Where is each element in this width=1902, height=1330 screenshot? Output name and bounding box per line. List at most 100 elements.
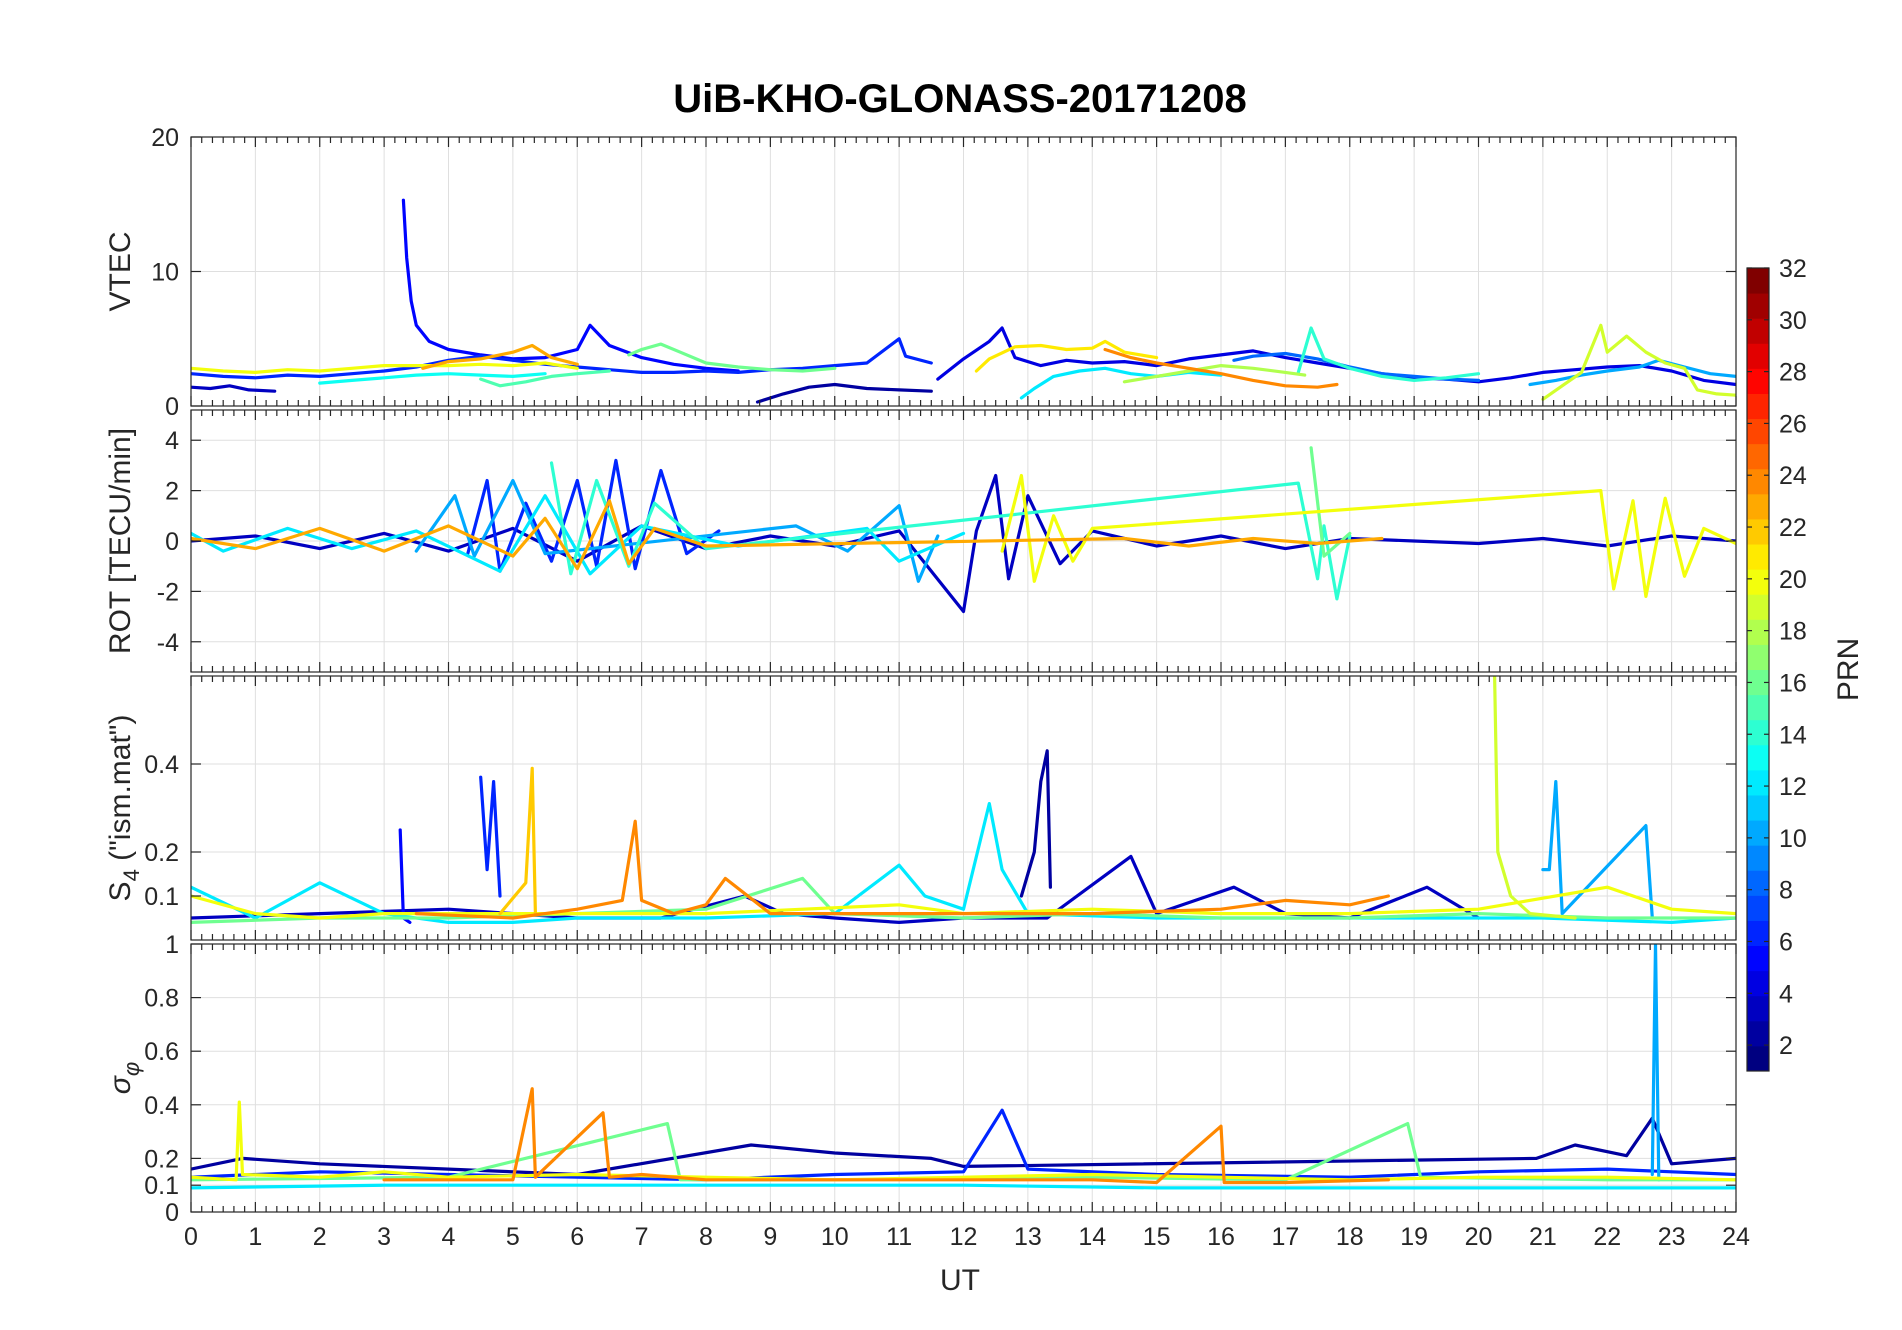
series-line-prn-19 [1541,323,1736,401]
colorbar-swatch [1747,1045,1769,1072]
y-tick-label: 10 [151,259,179,287]
colorbar-swatch [1747,493,1769,520]
colorbar-swatch [1747,418,1769,445]
series-line-prn-13 [318,372,547,385]
series-line-prn-21 [974,339,1159,373]
series-line-prn-2 [191,1116,1736,1177]
x-tick-label: 13 [1014,1223,1042,1251]
series-line-prn-15 [479,369,611,388]
colorbar-tick-label: 8 [1779,877,1793,905]
x-tick-label: 5 [506,1223,520,1251]
series-group [191,944,1736,1190]
x-tick-label: 1 [248,1223,262,1251]
x-tick-label: 11 [886,1223,912,1251]
colorbar-swatch [1747,970,1769,997]
x-axis-label: UT [940,1264,980,1297]
series-line-prn-18 [1122,364,1307,384]
colorbar-tick-label: 12 [1779,773,1807,801]
panel-sigma: 00.10.2 0.4 0.6 0.8 1 σφ [104,931,1737,1227]
series-line-prn-6 [191,1108,1736,1182]
series-line-prn-24 [414,819,1390,920]
colorbar-swatch [1747,594,1769,620]
y-tick-label: 0.6 [144,1038,179,1066]
x-tick-label: 3 [377,1223,391,1251]
series-line-prn-10 [1650,944,1661,1182]
y-tick-label: 1 [165,931,179,959]
colorbar-swatch [1747,619,1769,645]
series-line-prn-14 [1296,326,1481,382]
y-axis-label: S4 ("ism.mat") [104,715,144,902]
colorbar-tick-label: 28 [1779,359,1807,387]
colorbar-tick-label: 20 [1779,566,1807,594]
x-tick-label: 9 [763,1223,777,1251]
colorbar-swatch [1747,870,1769,896]
x-tick-label: 8 [699,1223,713,1251]
series-line-prn-2 [755,382,933,404]
x-tick-label: 19 [1400,1223,1428,1251]
colorbar-swatch [1747,1020,1769,1047]
series-line-prn-19 [1493,676,1577,920]
series-line-prn-24 [1103,347,1339,389]
series-line-prn-3 [191,473,1736,614]
x-tick-label: 18 [1336,1223,1364,1251]
y-tick-label: -4 [157,629,179,657]
series-line-prn-5 [401,198,740,373]
series-group [191,198,1736,404]
y-tick-label: 0 [165,393,179,421]
colorbar-tick-label: 32 [1779,255,1807,283]
colorbar-swatch [1747,669,1769,696]
x-tick-label: 2 [313,1223,327,1251]
colorbar-tick-label: 16 [1779,669,1807,697]
colorbar-swatch [1747,318,1769,344]
x-tick-label: 20 [1465,1223,1493,1251]
series-line-prn-3 [191,384,277,393]
x-tick-labels: 0 1 2 3 4 5 6 7 8 9 10 11 12 13 14 15 16 17 18 19 20 21 22 23 24 [184,1223,1750,1251]
y-axis-label: ROT [TECU/min] [104,428,137,654]
colorbar-swatch [1747,794,1769,821]
series-line-prn-12 [191,494,966,576]
y-tick-label: 0 [165,1199,179,1227]
colorbar-swatch [1747,945,1769,972]
series-line-prn-16 [627,342,837,373]
series-line-prn-6 [479,775,502,898]
colorbar-tick-label: 30 [1779,307,1807,335]
y-tick-label: 0.1 [144,1172,179,1200]
series-line-prn-23 [421,343,579,370]
x-tick-label: 0 [184,1223,198,1251]
colorbar-swatch [1747,544,1769,570]
y-axis-label: VTEC [104,231,137,311]
colorbar-swatch [1747,694,1769,721]
y-tick-label: 0.8 [144,985,179,1013]
colorbar-swatch [1747,293,1769,319]
x-tick-label: 21 [1529,1223,1557,1251]
series-line-prn-2 [1019,749,1052,898]
x-tick-label: 15 [1143,1223,1171,1251]
y-tick-label: 0 [165,528,179,556]
series-line-prn-20 [191,885,1736,920]
series-line-prn-23 [191,499,1384,571]
x-tick-label: 10 [821,1223,849,1251]
colorbar-swatch [1747,769,1769,796]
colorbar-swatch [1747,920,1769,947]
panel-rot: -4 -2 0 2 4 ROT [TECU/min] [104,409,1737,673]
x-tick-label: 7 [635,1223,649,1251]
y-tick-label: -2 [157,578,179,606]
colorbar-swatch [1747,744,1769,771]
colorbar-tick-label: 10 [1779,825,1807,853]
colorbar-swatch [1747,995,1769,1022]
colorbar-swatch [1747,845,1769,871]
colorbar-swatch [1747,443,1769,470]
y-tick-label: 4 [165,427,179,455]
x-tick-label: 17 [1271,1223,1299,1251]
panel-s4: 0.1 0.2 0.4S4 ("ism.mat") [104,675,1737,941]
x-tick-label: 6 [570,1223,584,1251]
series-line-prn-22 [498,766,537,916]
colorbar-tick-label: 26 [1779,410,1807,438]
colorbar-tick-label: 2 [1779,1032,1793,1060]
colorbar-swatch [1747,268,1769,294]
colorbar-swatch [1747,368,1769,394]
series-group [191,446,1736,614]
y-tick-label: 0.4 [144,751,179,779]
